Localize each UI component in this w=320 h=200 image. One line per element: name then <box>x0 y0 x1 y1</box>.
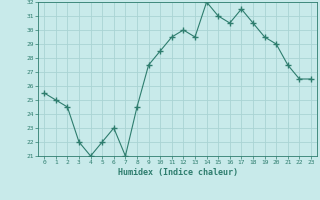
X-axis label: Humidex (Indice chaleur): Humidex (Indice chaleur) <box>118 168 238 177</box>
